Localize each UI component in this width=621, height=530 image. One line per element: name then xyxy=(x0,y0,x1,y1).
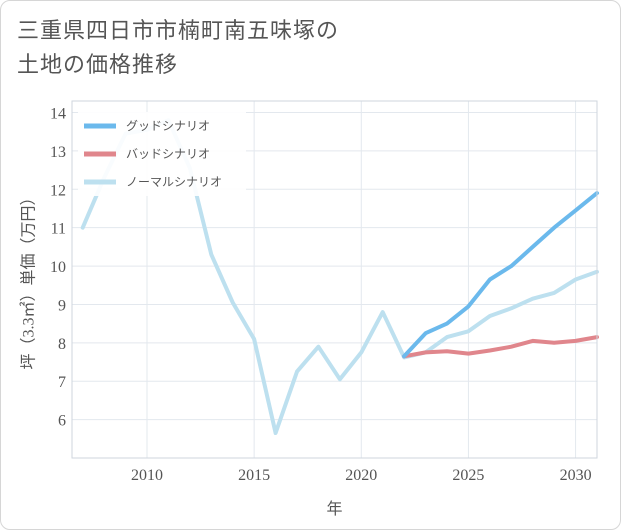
x-tick-label: 2030 xyxy=(560,467,592,484)
y-tick-label: 9 xyxy=(58,297,66,314)
y-tick-label: 12 xyxy=(50,182,66,199)
y-tick-label: 7 xyxy=(58,374,66,391)
chart-title-line-1: 三重県四日市市楠町南五味塚の xyxy=(17,19,340,44)
y-tick-label: 11 xyxy=(51,221,66,238)
x-tick-label: 2020 xyxy=(345,467,377,484)
x-tick-labels: 2010 2015 2020 2025 2030 xyxy=(131,467,592,484)
legend-label: バッドシナリオ xyxy=(126,147,210,161)
chart-title-line-2: 土地の価格推移 xyxy=(17,53,179,78)
y-tick-labels: 6 7 8 9 10 11 12 13 14 xyxy=(50,106,66,430)
legend-label: グッドシナリオ xyxy=(126,119,210,133)
series-line-0 xyxy=(402,191,599,359)
x-tick-label: 2010 xyxy=(131,467,163,484)
y-tick-label: 13 xyxy=(50,144,66,161)
legend-label: ノーマルシナリオ xyxy=(126,175,222,189)
x-axis-title: 年 xyxy=(326,500,342,518)
y-tick-label: 14 xyxy=(50,106,66,123)
y-tick-label: 6 xyxy=(58,413,66,430)
y-axis-title: 坪（3.3㎡）単価（万円） xyxy=(20,189,38,369)
plot-frame xyxy=(71,100,598,459)
x-tick-label: 2025 xyxy=(452,467,484,484)
chart-title: 三重県四日市市楠町南五味塚の 土地の価格推移 xyxy=(17,15,339,83)
y-tick-label: 8 xyxy=(58,336,66,353)
y-tick-label: 10 xyxy=(50,259,66,276)
x-tick-label: 2015 xyxy=(238,467,270,484)
series-line-1 xyxy=(402,335,599,359)
